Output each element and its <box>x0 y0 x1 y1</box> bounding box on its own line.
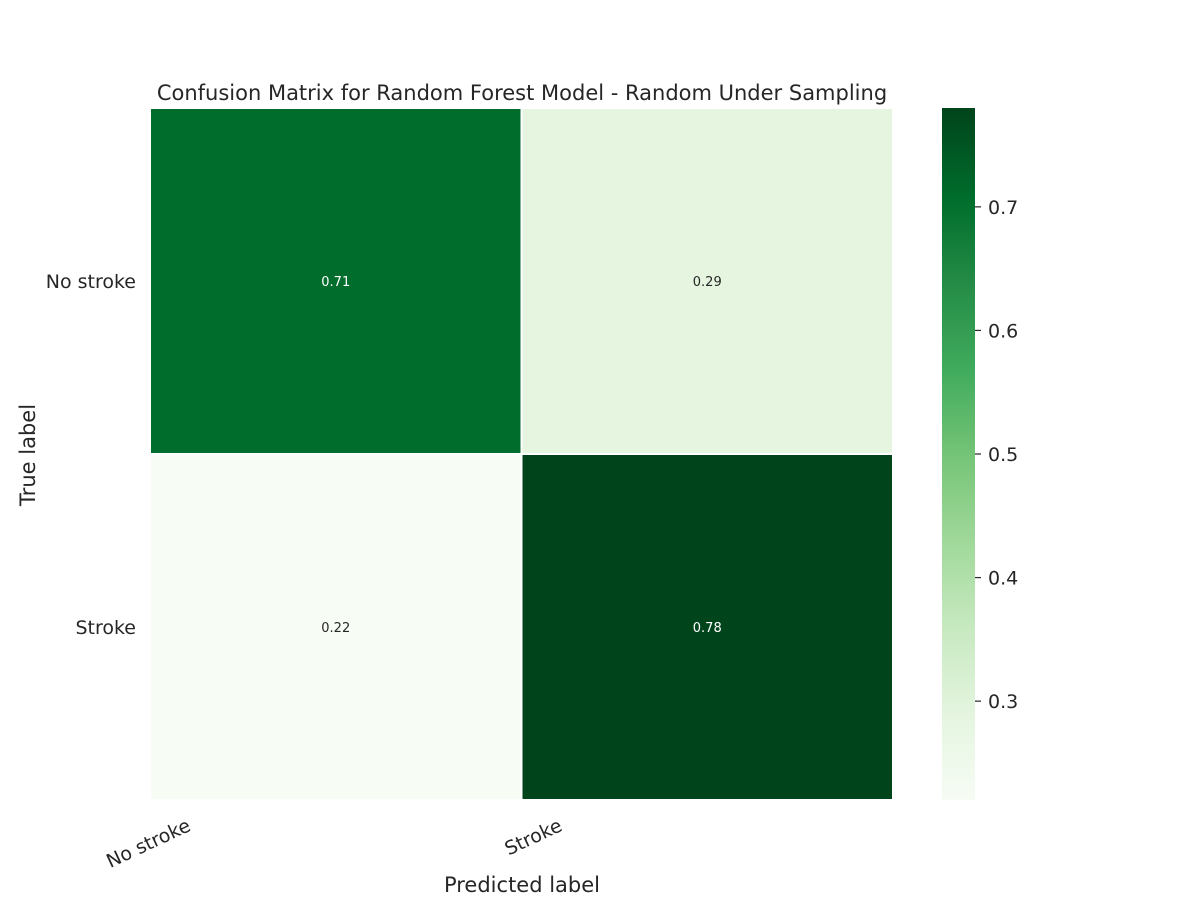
x-tick-labels: No stroke Stroke <box>103 815 566 873</box>
colorbar-tick-label: 0.7 <box>988 197 1018 219</box>
heatmap-cell <box>520 453 894 801</box>
chart-title: Confusion Matrix for Random Forest Model… <box>157 81 887 105</box>
heatmap-cell <box>149 107 523 455</box>
y-tick-label: No stroke <box>46 271 136 293</box>
x-axis-label: Predicted label <box>444 873 600 897</box>
colorbar-gradient <box>942 108 975 800</box>
colorbar-tick-label: 0.6 <box>988 320 1018 342</box>
cell-value-label: 0.22 <box>321 621 350 636</box>
colorbar-tick-label: 0.5 <box>988 444 1018 466</box>
heatmap-cell <box>520 107 894 455</box>
x-tick-label: Stroke <box>501 815 565 861</box>
colorbar: 0.3 0.4 0.5 0.6 0.7 <box>942 108 1018 800</box>
y-tick-label: Stroke <box>75 617 136 639</box>
colorbar-tick-label: 0.3 <box>988 691 1018 713</box>
colorbar-ticks: 0.3 0.4 0.5 0.6 0.7 <box>975 197 1018 713</box>
y-axis-label: True label <box>16 404 40 507</box>
colorbar-tick-label: 0.4 <box>988 568 1018 590</box>
cell-value-label: 0.29 <box>693 275 722 290</box>
heatmap-cells: 0.71 0.29 0.22 0.78 <box>149 107 894 801</box>
heatmap-cell <box>149 453 523 801</box>
cell-value-label: 0.71 <box>321 275 350 290</box>
cell-value-label: 0.78 <box>693 621 722 636</box>
x-tick-label: No stroke <box>103 815 194 873</box>
y-tick-labels: No stroke Stroke <box>46 271 136 639</box>
